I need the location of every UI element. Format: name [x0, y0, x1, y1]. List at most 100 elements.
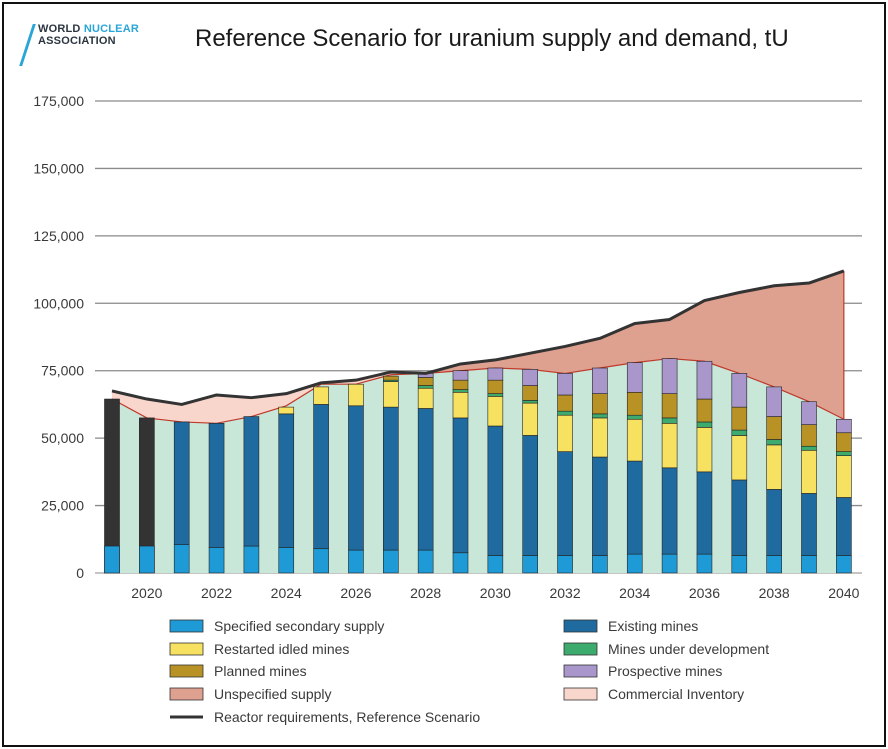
bar-existing [208, 423, 225, 548]
legend-label-under_development: Mines under development [608, 641, 769, 657]
bar-secondary [173, 544, 190, 574]
bar-existing [173, 421, 190, 545]
bar-secondary [104, 545, 120, 574]
bar-planned [801, 424, 817, 447]
legend-label-prospective: Prospective mines [608, 663, 722, 679]
bar-prospective [731, 373, 748, 408]
y-tick-label: 75,000 [41, 363, 84, 379]
x-tick-label: 2032 [549, 585, 580, 601]
y-tick-label: 100,000 [33, 295, 84, 311]
bar-existing [348, 405, 364, 551]
y-tick-label: 150,000 [33, 160, 84, 176]
bar-existing [452, 417, 469, 554]
bar-secondary [626, 553, 643, 574]
legend-label-unspecified: Unspecified supply [214, 686, 332, 702]
bar-restarted [348, 383, 364, 407]
bar-restarted [592, 417, 608, 458]
bar-planned [626, 391, 643, 416]
reactor-requirements-line [111, 269, 845, 406]
bar-existing [592, 456, 608, 556]
bar-under_development [417, 385, 434, 389]
bar-restarted [452, 391, 469, 419]
logo-text-line1: WORLD NUCLEAR [38, 23, 139, 35]
logo-text-line2: ASSOCIATION [38, 35, 116, 47]
bar-prospective [592, 367, 608, 394]
bar-restarted [731, 435, 748, 481]
x-tick-label: 2038 [759, 585, 790, 601]
bar-existing [557, 451, 573, 556]
x-tick-label: 2036 [689, 585, 720, 601]
bar-existing [696, 471, 713, 555]
bar-under_development [626, 414, 643, 420]
x-tick-label: 2026 [340, 585, 371, 601]
legend-label-restarted: Restarted idled mines [214, 641, 349, 657]
bars [104, 358, 852, 574]
bar-existing [801, 493, 817, 556]
bar-existing [243, 416, 260, 547]
unspecified-supply-area [425, 270, 844, 420]
x-tick-label: 2030 [480, 585, 511, 601]
legend-swatch-existing [563, 619, 598, 633]
bar-secondary [661, 553, 678, 574]
bar-existing [626, 460, 643, 555]
bar-secondary [487, 555, 504, 574]
legend-swatch-inventory [563, 687, 598, 701]
bar-prospective [487, 367, 504, 381]
bar-secondary [592, 555, 608, 574]
bar-secondary [836, 555, 852, 574]
bar-secondary [557, 555, 573, 574]
bar-prospective [557, 373, 573, 396]
bar-prospective [522, 369, 539, 386]
bar-secondary [313, 548, 329, 574]
lines [111, 269, 845, 406]
x-tick-label: 2024 [271, 585, 302, 601]
bar-restarted [487, 396, 504, 427]
bar-restarted [278, 406, 295, 415]
bar-prospective [766, 386, 782, 417]
bar-planned [592, 393, 608, 415]
bar-restarted [313, 386, 329, 405]
bar-existing [278, 413, 295, 548]
bar-restarted [696, 427, 713, 473]
bar-planned [522, 385, 539, 401]
logo-word-nuclear: NUCLEAR [83, 23, 139, 35]
y-tick-label: 50,000 [41, 430, 84, 446]
bar-under_development [522, 400, 539, 404]
bar-secondary [348, 549, 364, 574]
bar-secondary [243, 545, 260, 574]
chart-title: Reference Scenario for uranium supply an… [195, 25, 789, 52]
bar-restarted [382, 381, 399, 408]
bar-existing [417, 408, 434, 551]
supply-fill-area [112, 358, 844, 573]
y-axis-ticks: 0 25,000 50,000 75,000 100,000 125,000 150,000… [33, 93, 84, 581]
bar-planned [731, 406, 748, 431]
bar-restarted [661, 423, 678, 469]
bar-under_development [766, 439, 782, 446]
bar-planned [417, 377, 434, 386]
bar-under_development [557, 410, 573, 416]
bar-prospective [452, 370, 469, 381]
bar-prospective [696, 360, 713, 400]
bar-under_development [661, 417, 678, 424]
bar-existing [313, 404, 329, 550]
bar-under_development [452, 389, 469, 393]
legend-swatch-planned [169, 664, 204, 678]
x-tick-label: 2020 [131, 585, 162, 601]
bar-under_development [487, 393, 504, 397]
bar-prospective [626, 362, 643, 393]
bar-planned [696, 398, 713, 423]
bar-secondary [417, 549, 434, 574]
x-tick-label: 2022 [201, 585, 232, 601]
legend: Specified secondary supply Existing mines… [169, 618, 769, 725]
bar-under_development [836, 451, 852, 456]
supply-background-area [112, 358, 844, 573]
bar-under_development [731, 429, 748, 436]
x-tick-label: 2034 [619, 585, 650, 601]
world-nuclear-association-logo: WORLD NUCLEAR ASSOCIATION [19, 22, 162, 68]
bar-existing [522, 435, 539, 556]
bar-secondary [522, 555, 539, 574]
bar-existing [661, 467, 678, 555]
bar-prospective [836, 418, 852, 434]
y-tick-label: 25,000 [41, 498, 84, 514]
